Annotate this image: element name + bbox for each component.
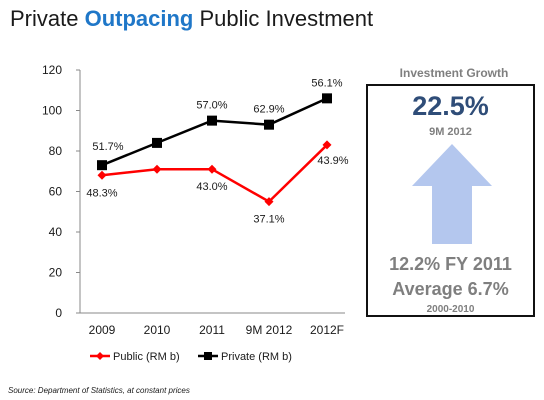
- data-label: 43.9%: [317, 155, 348, 167]
- y-tick-label: 80: [49, 144, 63, 158]
- legend-marker: [204, 352, 212, 360]
- x-tick-label: 2010: [144, 323, 171, 337]
- growth-period: 9M 2012: [429, 126, 472, 138]
- data-point: [264, 197, 274, 207]
- x-tick-label: 2011: [199, 323, 225, 337]
- data-point: [152, 164, 162, 174]
- data-point: [207, 164, 217, 174]
- data-label: 62.9%: [253, 104, 284, 116]
- data-label: 48.3%: [86, 187, 117, 199]
- y-tick-label: 100: [42, 104, 62, 118]
- data-label: 57.0%: [196, 100, 227, 112]
- data-point: [322, 140, 332, 150]
- data-label: 56.1%: [311, 77, 342, 89]
- x-tick-label: 2012F: [310, 323, 344, 337]
- fy-growth: 12.2% FY 2011: [389, 254, 512, 274]
- y-tick-label: 20: [49, 266, 63, 280]
- data-point: [207, 115, 217, 126]
- data-point: [97, 160, 107, 171]
- source-note: Source: Department of Statistics, at con…: [8, 386, 190, 395]
- data-point: [152, 137, 162, 148]
- y-tick-label: 120: [42, 63, 62, 77]
- up-arrow-icon: [412, 144, 492, 244]
- growth-value: 22.5%: [412, 91, 489, 121]
- x-tick-label: 9M 2012: [246, 323, 293, 337]
- data-label: 43.0%: [196, 181, 227, 193]
- legend-label: Public (RM b): [113, 351, 180, 363]
- data-label: 51.7%: [92, 141, 123, 153]
- data-label: 37.1%: [253, 214, 284, 226]
- legend-marker: [96, 352, 104, 360]
- average-growth: Average 6.7%: [392, 279, 509, 299]
- title-highlight: Outpacing: [84, 6, 194, 31]
- chart-title: Private Outpacing Public Investment: [10, 6, 374, 31]
- y-tick-label: 0: [55, 306, 62, 320]
- investment-growth-panel: 22.5% 9M 2012 12.2% FY 2011 Average 6.7%…: [366, 84, 535, 317]
- data-point: [97, 170, 107, 180]
- investment-growth-title: Investment Growth: [399, 66, 509, 80]
- data-point: [322, 93, 332, 104]
- average-period: 2000-2010: [426, 304, 475, 315]
- x-tick-label: 2009: [89, 323, 116, 337]
- y-tick-label: 60: [49, 185, 63, 199]
- y-tick-label: 40: [49, 225, 63, 239]
- legend-label: Private (RM b): [221, 351, 292, 363]
- data-point: [264, 119, 274, 130]
